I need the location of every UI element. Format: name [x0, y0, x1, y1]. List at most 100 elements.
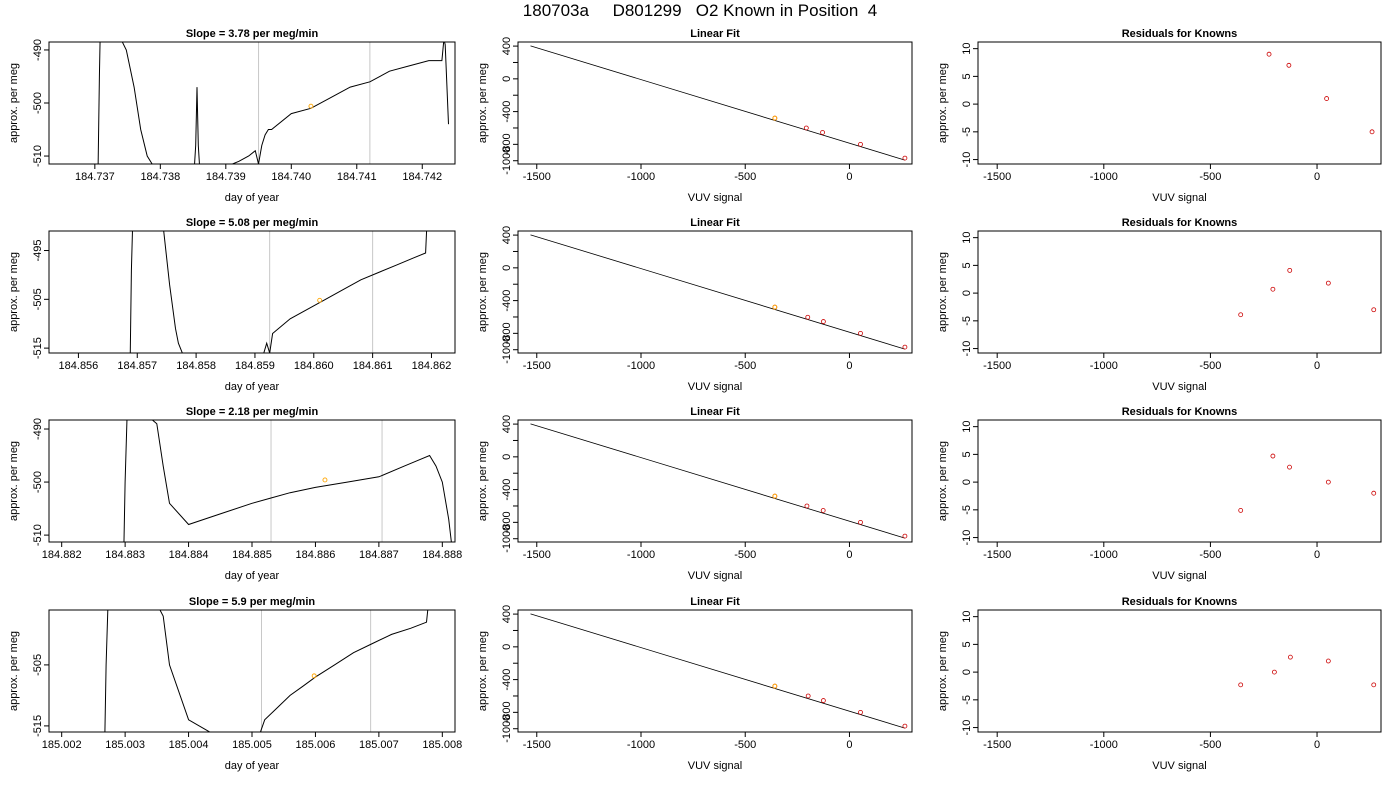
x-tick-label: 185.007 [359, 739, 399, 751]
x-tick-label: -1500 [983, 171, 1011, 183]
y-tick-label: 0 [501, 644, 513, 650]
panel-r3-c3: Residuals for Knowns -1500 -1000 -500 0 -10 -5… [937, 406, 1382, 582]
y-tick-label: 0 [961, 479, 973, 485]
y-tick-label: -5 [961, 316, 973, 326]
data-point [858, 330, 863, 336]
x-tick-label: 184.861 [353, 360, 393, 372]
x-tick-label: -1500 [523, 360, 551, 372]
x-tick-label: -1000 [627, 171, 655, 183]
x-tick-label: 184.740 [271, 171, 311, 183]
y-tick-label: 5 [961, 641, 973, 647]
y-tick-label: -510 [32, 145, 44, 167]
data-point [902, 723, 908, 729]
data-point [1324, 96, 1330, 101]
data-point [1270, 286, 1276, 292]
x-tick-label: 184.737 [75, 171, 115, 183]
y-tick-label: -505 [32, 288, 44, 310]
y-tick-label: -10 [961, 341, 973, 357]
panel-title: Linear Fit [690, 217, 740, 229]
x-axis-label: day of year [225, 192, 280, 204]
y-axis-label: approx. per meg [8, 63, 20, 143]
fit-line [530, 45, 906, 161]
x-tick-label: 0 [846, 360, 852, 372]
plot-area [530, 613, 908, 729]
panel-frame [977, 419, 1382, 543]
data-point [805, 693, 811, 699]
marker-point [308, 103, 314, 109]
panel-title: Linear Fit [690, 596, 740, 608]
x-tick-label: 184.888 [422, 549, 462, 561]
x-tick-label: -1500 [523, 549, 551, 561]
x-tick-label: 184.738 [140, 171, 180, 183]
y-tick-label: -1000 [501, 147, 513, 175]
x-tick-label: 184.858 [176, 360, 216, 372]
x-tick-label: -1500 [983, 549, 1011, 561]
x-axis-label: day of year [225, 381, 280, 393]
data-point [1325, 658, 1331, 664]
series-trace [97, 42, 449, 164]
plot-area [530, 234, 908, 350]
marker-point [311, 673, 317, 679]
plot-area [1238, 267, 1377, 318]
x-tick-label: -1000 [627, 739, 655, 751]
data-point [821, 319, 826, 324]
x-tick-label: -500 [734, 360, 756, 372]
x-tick-label: -500 [1199, 739, 1221, 751]
panel-r2-c1: Slope = 5.08 per meg/min 184.856 184.857 18… [8, 217, 456, 393]
x-tick-label: -500 [734, 171, 756, 183]
y-tick-label: 5 [961, 451, 973, 457]
panel-frame [977, 41, 1382, 165]
x-axis-label: VUV signal [1152, 192, 1206, 204]
y-axis-label: approx. per meg [937, 252, 949, 332]
panel-title: Slope = 5.08 per meg/min [186, 217, 319, 229]
x-tick-label: 185.008 [422, 739, 462, 751]
panel-frame [977, 230, 1382, 354]
y-tick-label: -400 [501, 479, 513, 501]
data-point [820, 508, 826, 513]
y-axis-label: approx. per meg [477, 631, 489, 711]
y-tick-label: 10 [961, 232, 973, 244]
series-trace [129, 231, 428, 353]
panel-title: Residuals for Knowns [1122, 217, 1238, 229]
x-tick-label: 184.857 [117, 360, 157, 372]
panel-frame [517, 41, 913, 165]
data-point [1325, 280, 1331, 286]
y-tick-label: -490 [32, 418, 44, 440]
y-tick-label: -495 [32, 240, 44, 262]
x-tick-label: -1000 [1090, 739, 1118, 751]
plot-area [97, 42, 449, 164]
x-tick-label: 184.860 [294, 360, 334, 372]
data-point [1371, 490, 1377, 496]
x-tick-label: -500 [1199, 549, 1221, 561]
x-axis-label: VUV signal [688, 381, 742, 393]
y-tick-label: -10 [961, 720, 973, 736]
y-tick-label: -1000 [501, 525, 513, 553]
x-tick-label: 0 [846, 739, 852, 751]
panel-r3-c1: Slope = 2.18 per meg/min 184.882 184.883 18… [8, 406, 462, 582]
fit-line [530, 234, 906, 350]
y-tick-label: 0 [501, 454, 513, 460]
y-tick-label: 0 [501, 76, 513, 82]
panel-r4-c3: Residuals for Knowns -1500 -1000 -500 0 -10 -5… [937, 596, 1382, 772]
y-tick-label: 0 [961, 290, 973, 296]
panel-title: Slope = 3.78 per meg/min [186, 28, 319, 40]
marker-point [772, 683, 778, 689]
x-axis-label: day of year [225, 760, 280, 772]
data-point [902, 155, 908, 161]
x-tick-label: -1000 [627, 549, 655, 561]
x-tick-label: -1500 [983, 360, 1011, 372]
x-tick-label: 0 [1314, 549, 1320, 561]
data-point [902, 344, 908, 350]
panel-r1-c3: Residuals for Knowns -1500 -1000 -500 0 -10 -5… [937, 28, 1382, 204]
y-axis-label: approx. per meg [8, 441, 20, 521]
x-tick-label: -1000 [627, 360, 655, 372]
x-tick-label: 184.862 [412, 360, 452, 372]
data-point [1266, 51, 1272, 57]
panel-frame [517, 609, 913, 733]
panel-title: Linear Fit [690, 28, 740, 40]
series-trace [104, 610, 429, 732]
panel-title: Slope = 5.9 per meg/min [189, 596, 316, 608]
y-axis-label: approx. per meg [8, 631, 20, 711]
x-tick-label: 184.887 [359, 549, 399, 561]
panel-r4-c1: Slope = 5.9 per meg/min 185.002 185.003 185… [8, 596, 462, 772]
